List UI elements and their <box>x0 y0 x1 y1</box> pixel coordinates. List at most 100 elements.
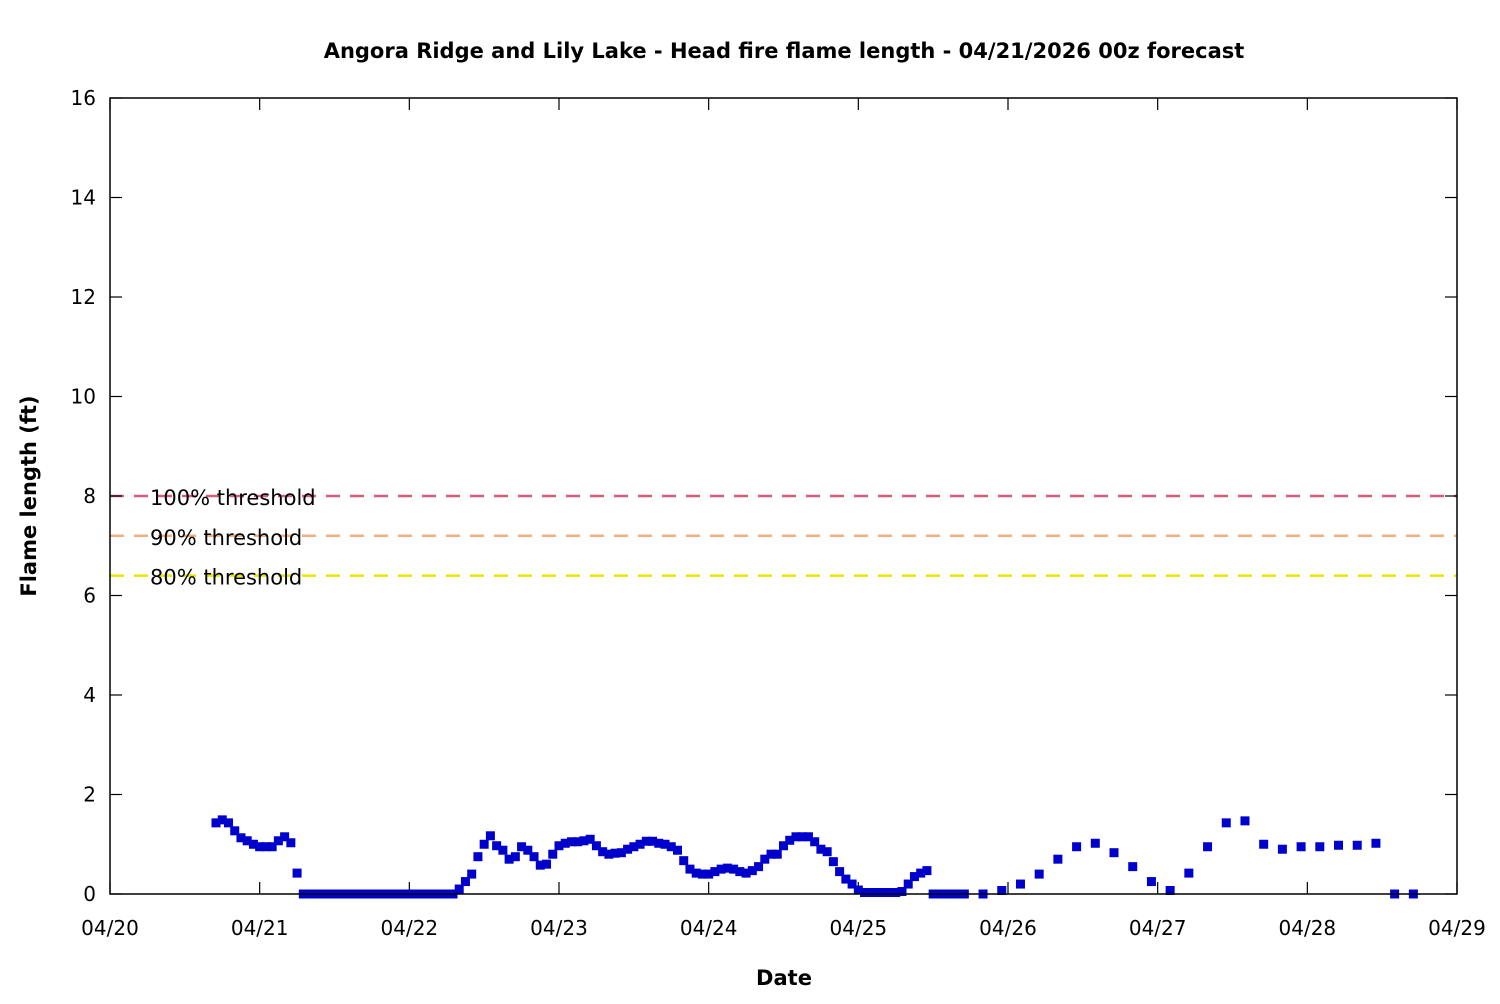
data-point <box>710 867 720 877</box>
data-point <box>1203 842 1213 852</box>
data-point <box>479 839 489 849</box>
data-point <box>1090 838 1100 848</box>
data-point <box>666 842 676 852</box>
data-point <box>785 835 795 845</box>
data-point <box>523 845 533 855</box>
x-tick-label: 04/27 <box>1129 916 1187 940</box>
data-point <box>1015 879 1025 889</box>
threshold-label: 100% threshold <box>150 486 316 510</box>
data-point <box>485 831 495 841</box>
data-point <box>779 841 788 851</box>
data-point <box>766 849 776 859</box>
data-point <box>255 842 265 852</box>
x-tick-label: 04/28 <box>1279 916 1337 940</box>
data-point <box>242 836 252 846</box>
data-point <box>492 841 502 851</box>
data-point <box>760 854 770 864</box>
data-point <box>1334 840 1344 850</box>
data-point <box>866 888 876 898</box>
x-tick-label: 04/22 <box>381 916 439 940</box>
data-point <box>803 832 813 842</box>
data-point <box>741 868 751 878</box>
data-point <box>273 836 283 846</box>
data-point <box>529 852 539 862</box>
data-point <box>797 832 807 842</box>
data-point <box>704 869 714 879</box>
y-tick-label: 10 <box>71 385 96 409</box>
data-point <box>1371 838 1381 848</box>
data-point <box>635 839 645 849</box>
data-point <box>473 852 483 862</box>
threshold-label: 80% threshold <box>150 566 302 590</box>
data-point <box>454 884 464 894</box>
y-tick-label: 4 <box>83 683 96 707</box>
y-tick-label: 2 <box>83 783 96 807</box>
data-point <box>691 868 701 878</box>
x-tick-label: 04/29 <box>1428 916 1486 940</box>
data-point <box>1128 862 1138 872</box>
data-point <box>629 842 639 852</box>
data-point <box>1146 877 1156 887</box>
data-point <box>1296 842 1306 852</box>
data-point <box>548 849 558 859</box>
data-point <box>697 869 707 879</box>
data-point <box>236 833 246 843</box>
data-point <box>660 839 670 849</box>
data-point <box>510 852 520 862</box>
data-point <box>997 886 1007 896</box>
data-point <box>573 837 583 847</box>
data-point <box>1315 842 1325 852</box>
chart-title: Angora Ridge and Lily Lake - Head fire f… <box>324 39 1245 63</box>
y-tick-label: 0 <box>83 882 96 906</box>
threshold-lines: 100% threshold 90% threshold 80% threshold <box>110 486 1457 590</box>
data-point <box>729 864 739 874</box>
data-point <box>1352 840 1362 850</box>
x-tick-label: 04/26 <box>979 916 1037 940</box>
data-point <box>280 832 290 842</box>
data-point <box>810 837 820 847</box>
x-tick-label: 04/21 <box>231 916 289 940</box>
data-point <box>747 866 757 876</box>
data-point <box>716 864 726 874</box>
x-tick-label: 04/25 <box>830 916 888 940</box>
data-point <box>598 847 608 857</box>
data-point <box>261 842 271 852</box>
data-point <box>872 888 882 898</box>
data-point <box>816 844 826 854</box>
data-point <box>1184 868 1194 878</box>
threshold-label: 90% threshold <box>150 526 302 550</box>
data-point <box>267 842 277 852</box>
data-points <box>211 815 1418 899</box>
x-tick-label: 04/24 <box>680 916 738 940</box>
data-point <box>648 836 658 846</box>
data-point <box>853 885 863 895</box>
data-point <box>772 849 782 859</box>
y-tick-label: 12 <box>71 285 96 309</box>
data-point <box>791 832 801 842</box>
data-point <box>822 847 832 857</box>
data-point <box>1165 886 1175 896</box>
data-point <box>535 860 545 870</box>
y-axis-label: Flame length (ft) <box>17 395 41 596</box>
data-point <box>754 862 764 872</box>
x-axis-label: Date <box>756 966 812 990</box>
data-point <box>654 838 664 848</box>
data-point <box>542 859 552 869</box>
data-point <box>579 836 589 846</box>
data-point <box>217 815 227 825</box>
data-point <box>585 834 595 844</box>
data-point <box>504 854 514 864</box>
data-point <box>610 848 620 858</box>
data-point <box>467 869 477 879</box>
y-tick-label: 16 <box>71 86 96 110</box>
data-point <box>248 839 258 849</box>
data-point <box>722 863 732 873</box>
data-point <box>1259 839 1269 849</box>
data-point <box>1109 848 1119 858</box>
data-point <box>847 879 857 889</box>
y-tick-label: 14 <box>71 186 96 210</box>
data-point <box>897 887 907 897</box>
data-point <box>1053 854 1063 864</box>
axis-ticks: 0 2 4 6 8 10 12 14 16 04/20 04/21 04/22 04/23 04/24 04… <box>71 86 1486 940</box>
data-point <box>498 845 508 855</box>
